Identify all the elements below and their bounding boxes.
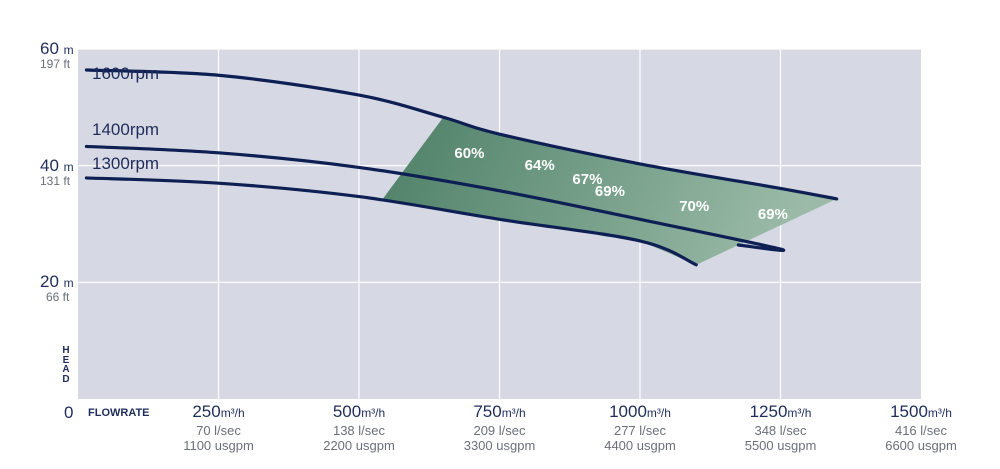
rpm-curves <box>84 68 839 267</box>
curve-1600rpm <box>84 68 839 201</box>
efficiency-label-5: 69% <box>757 205 788 223</box>
x-tick-1000: 1000m³/h 277 l/sec 4400 usgpm <box>604 402 676 453</box>
x-tick-1250: 1250m³/h 348 l/sec 5500 usgpm <box>744 402 817 453</box>
efficiency-label-2: 67% <box>572 171 603 189</box>
efficiency-region <box>381 117 837 265</box>
efficiency-label-4: 70% <box>679 197 710 215</box>
x-tick-500: 500m³/h 138 l/sec 2200 usgpm <box>323 402 395 453</box>
series-label-1300rpm: 1300rpm <box>92 154 160 173</box>
efficiency-label-3: 69% <box>594 182 625 200</box>
efficiency-label-0: 60% <box>454 145 485 162</box>
x-tick-750: 750m³/h 209 l/sec 3300 usgpm <box>463 402 536 453</box>
curve-1300rpm <box>84 176 698 267</box>
x-tick-250: 250m³/h 70 l/sec 1100 usgpm <box>183 402 254 453</box>
y-tick-m-60: 60 m <box>40 39 74 58</box>
x-axis-title: FLOWRATE <box>88 407 150 419</box>
x-tick-1500: 1500m³/h 416 l/sec 6600 usgpm <box>885 402 957 453</box>
curve-1400rpm <box>84 144 786 252</box>
series-label-1400rpm: 1400rpm <box>92 120 160 139</box>
grid-lines <box>78 48 921 399</box>
series-label-1600rpm: 1600rpm <box>92 64 160 83</box>
efficiency-label-1: 64% <box>524 156 555 174</box>
y-tick-m-40: 40 m <box>40 155 74 175</box>
y-tick-ft-20: 66 ft <box>46 290 70 305</box>
origin-zero-label: 0 <box>64 403 74 422</box>
y-tick-ft-40: 131 ft <box>40 173 71 188</box>
y-tick-ft-60: 197 ft <box>40 57 71 71</box>
y-axis-title: HEAD <box>62 345 70 385</box>
y-tick-m-20: 20 m <box>40 272 74 292</box>
